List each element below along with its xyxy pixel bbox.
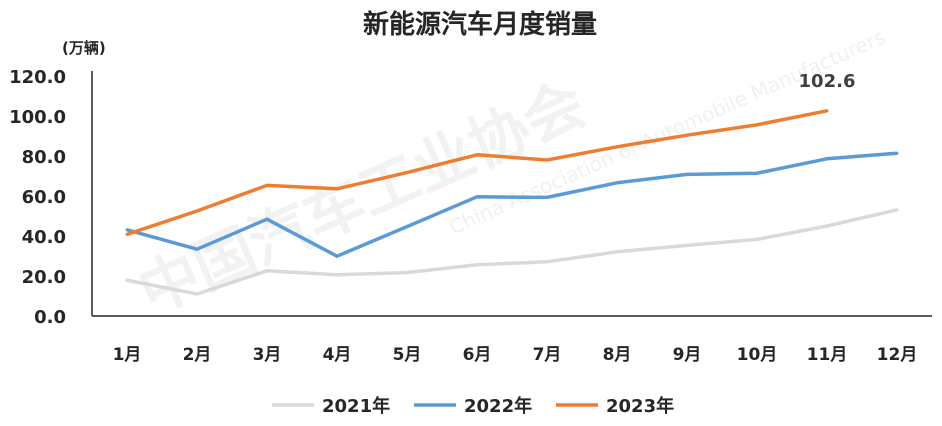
data-point [545,260,549,264]
x-tick-label: 12月 [877,345,918,365]
data-point [755,237,759,241]
data-point [195,247,199,251]
series-line-2021年 [126,208,898,296]
data-point [685,172,689,176]
legend-label: 2022年 [464,395,532,417]
x-tick-label: 1月 [113,345,142,365]
series-line-2022年 [126,151,898,258]
x-tick-label: 7月 [533,345,562,365]
x-tick-label: 6月 [463,345,492,365]
data-point [475,153,479,157]
data-point [405,171,409,175]
y-tick-label: 40.0 [22,227,66,248]
data-point [825,109,829,113]
y-tick-label: 80.0 [22,147,66,168]
data-point [755,171,759,175]
data-point [265,217,269,221]
data-point [615,145,619,149]
data-point [265,183,269,187]
y-tick-label: 120.0 [9,67,66,88]
y-tick-label: 100.0 [9,107,66,128]
y-tick-label: 0.0 [34,307,66,328]
x-tick-label: 11月 [807,345,848,365]
data-point [895,151,899,155]
data-point [615,181,619,185]
legend-label: 2021年 [322,395,390,417]
data-point [895,208,899,212]
data-point [825,224,829,228]
data-point [195,209,199,213]
x-tick-label: 2月 [183,345,212,365]
y-tick-label: 20.0 [22,267,66,288]
data-point [755,123,759,127]
data-point [685,243,689,247]
x-tick-label: 5月 [393,345,422,365]
chart-title: 新能源汽车月度销量 [363,9,597,40]
data-point [335,273,339,277]
data-point [405,225,409,229]
data-point [265,269,269,273]
data-point [545,158,549,162]
data-label: 102.6 [799,71,856,92]
data-point [195,292,199,296]
y-tick-label: 60.0 [22,187,66,208]
data-point [475,263,479,267]
y-axis-unit: (万辆) [62,39,106,57]
x-tick-label: 3月 [253,345,282,365]
data-point [475,195,479,199]
data-point [335,187,339,191]
data-point [685,133,689,137]
data-point [825,157,829,161]
x-tick-label: 4月 [323,345,352,365]
data-point [335,254,339,258]
data-point [125,228,129,232]
x-tick-label: 8月 [603,345,632,365]
data-point [615,250,619,254]
data-point [125,278,129,282]
data-point [405,271,409,275]
data-point [545,195,549,199]
x-tick-label: 10月 [737,345,778,365]
x-tick-label: 9月 [673,345,702,365]
legend-label: 2023年 [606,395,674,417]
data-point [125,232,129,236]
